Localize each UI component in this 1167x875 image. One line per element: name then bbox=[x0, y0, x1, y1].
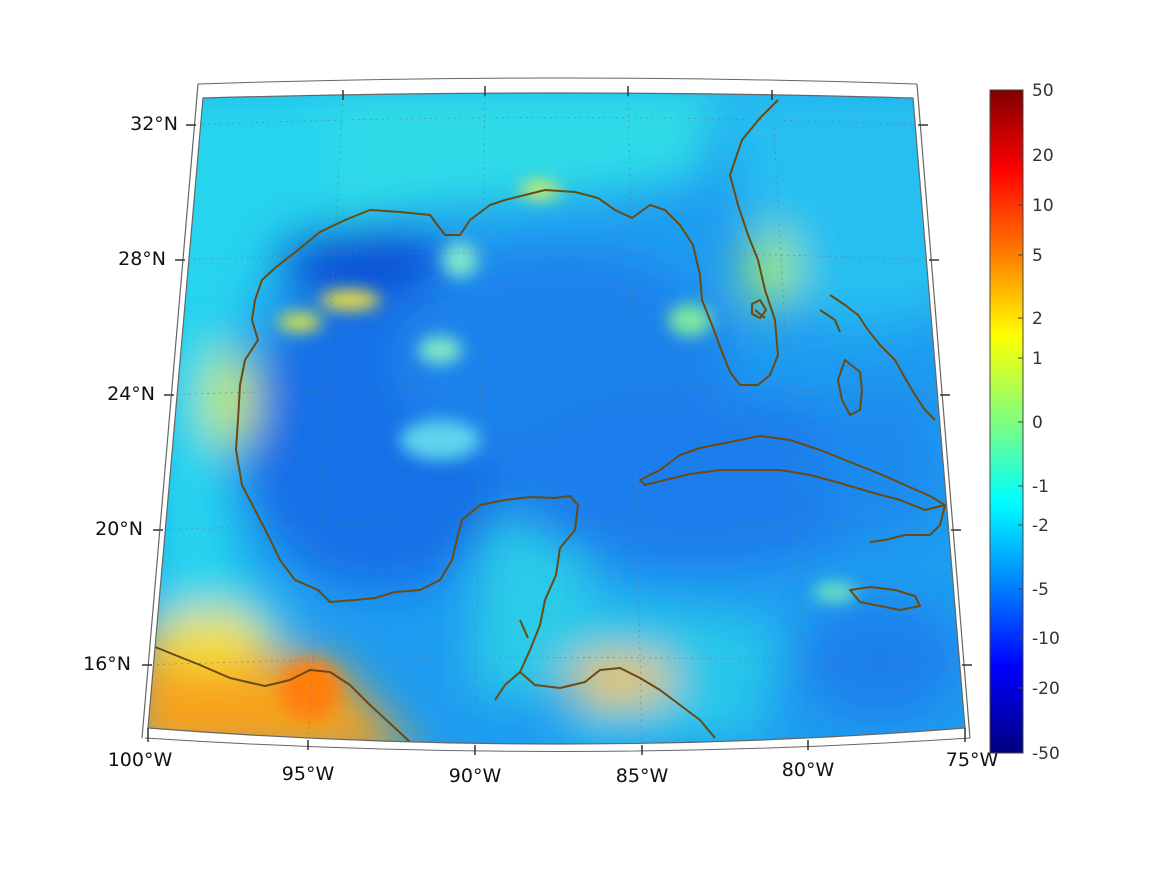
colorbar: 50 20 10 5 2 1 0 -1 -2 -5 -10 -20 -50 bbox=[989, 81, 1060, 764]
lat-tick-marks bbox=[142, 124, 972, 666]
colorbar-label: -1 bbox=[1032, 477, 1049, 497]
colorbar-label: -20 bbox=[1032, 679, 1060, 699]
lon-label: 75°W bbox=[946, 749, 999, 771]
map-frame bbox=[141, 77, 971, 752]
colorbar-label: -2 bbox=[1032, 516, 1049, 536]
colorbar-label: 50 bbox=[1032, 81, 1054, 101]
graticule bbox=[148, 93, 965, 744]
lon-labels: 100°W 95°W 90°W 85°W 80°W 75°W bbox=[108, 749, 999, 787]
colorbar-label: 1 bbox=[1032, 349, 1043, 369]
lat-labels: 32°N 28°N 24°N 20°N 16°N bbox=[83, 113, 178, 675]
data-field bbox=[148, 93, 965, 744]
lat-label: 28°N bbox=[118, 248, 166, 270]
coastlines bbox=[149, 99, 946, 743]
colorbar-label: -50 bbox=[1032, 744, 1060, 764]
lat-label: 16°N bbox=[83, 653, 131, 675]
lon-label: 80°W bbox=[782, 759, 835, 781]
colorbar-label: 10 bbox=[1032, 196, 1054, 216]
lat-label: 32°N bbox=[130, 113, 178, 135]
colorbar-label: 20 bbox=[1032, 146, 1054, 166]
colorbar-label: 5 bbox=[1032, 246, 1043, 266]
lat-label: 24°N bbox=[107, 383, 155, 405]
colorbar-label: 0 bbox=[1032, 413, 1043, 433]
lon-tick-marks bbox=[147, 86, 966, 755]
lon-label: 95°W bbox=[282, 763, 335, 785]
lat-label: 20°N bbox=[95, 518, 143, 540]
lon-label: 85°W bbox=[616, 765, 669, 787]
lon-label: 90°W bbox=[449, 765, 502, 787]
lon-label: 100°W bbox=[108, 749, 173, 771]
colorbar-label: 2 bbox=[1032, 309, 1043, 329]
colorbar-ramp bbox=[989, 89, 1024, 754]
colorbar-label: -10 bbox=[1032, 629, 1060, 649]
colorbar-label: -5 bbox=[1032, 580, 1049, 600]
